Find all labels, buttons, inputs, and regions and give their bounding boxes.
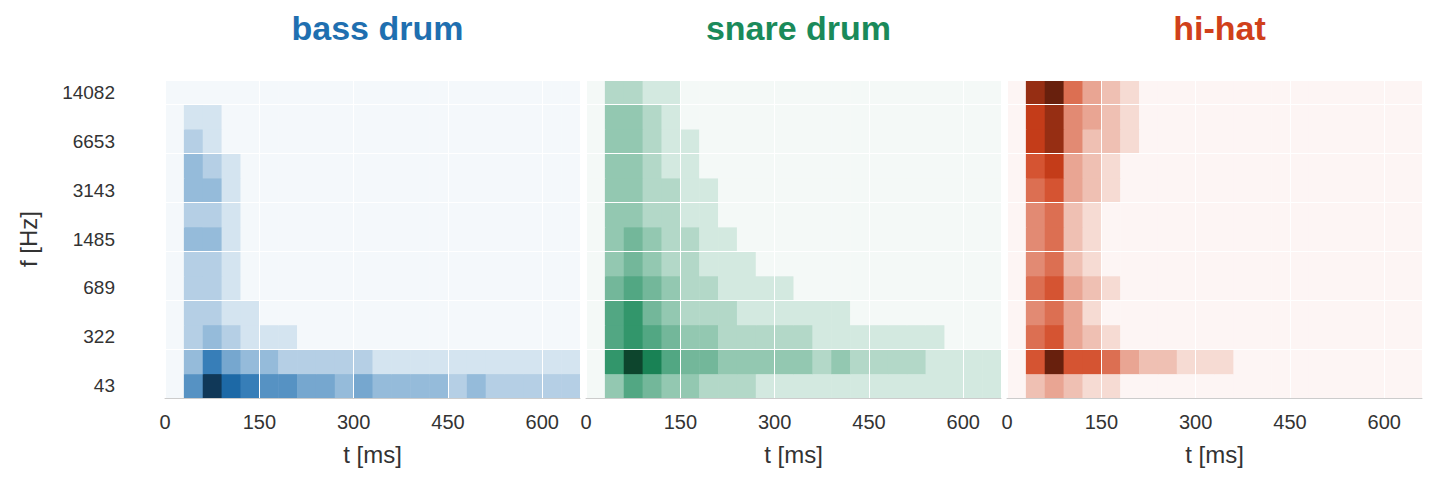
svg-text:f [Hz]: f [Hz] xyxy=(15,211,42,267)
svg-text:300: 300 xyxy=(337,411,370,433)
svg-text:1485: 1485 xyxy=(73,229,115,250)
svg-text:300: 300 xyxy=(1179,411,1212,433)
svg-text:14082: 14082 xyxy=(62,82,115,103)
svg-text:snare drum: snare drum xyxy=(706,9,891,47)
svg-text:bass drum: bass drum xyxy=(292,9,464,47)
svg-text:0: 0 xyxy=(580,411,591,433)
svg-text:43: 43 xyxy=(94,375,115,396)
svg-text:450: 450 xyxy=(431,411,464,433)
svg-text:150: 150 xyxy=(664,411,697,433)
svg-text:450: 450 xyxy=(1273,411,1306,433)
svg-text:6653: 6653 xyxy=(73,131,115,152)
svg-text:450: 450 xyxy=(852,411,885,433)
svg-text:689: 689 xyxy=(83,277,115,298)
svg-text:600: 600 xyxy=(947,411,980,433)
svg-text:0: 0 xyxy=(159,411,170,433)
svg-text:t [ms]: t [ms] xyxy=(764,441,823,468)
svg-text:t [ms]: t [ms] xyxy=(343,441,402,468)
svg-text:600: 600 xyxy=(1368,411,1401,433)
svg-text:0: 0 xyxy=(1001,411,1012,433)
svg-text:150: 150 xyxy=(1085,411,1118,433)
svg-text:300: 300 xyxy=(758,411,791,433)
svg-text:600: 600 xyxy=(526,411,559,433)
svg-text:t [ms]: t [ms] xyxy=(1185,441,1244,468)
svg-text:150: 150 xyxy=(243,411,276,433)
svg-text:hi-hat: hi-hat xyxy=(1173,9,1266,47)
svg-text:3143: 3143 xyxy=(73,180,115,201)
svg-text:322: 322 xyxy=(83,326,115,347)
